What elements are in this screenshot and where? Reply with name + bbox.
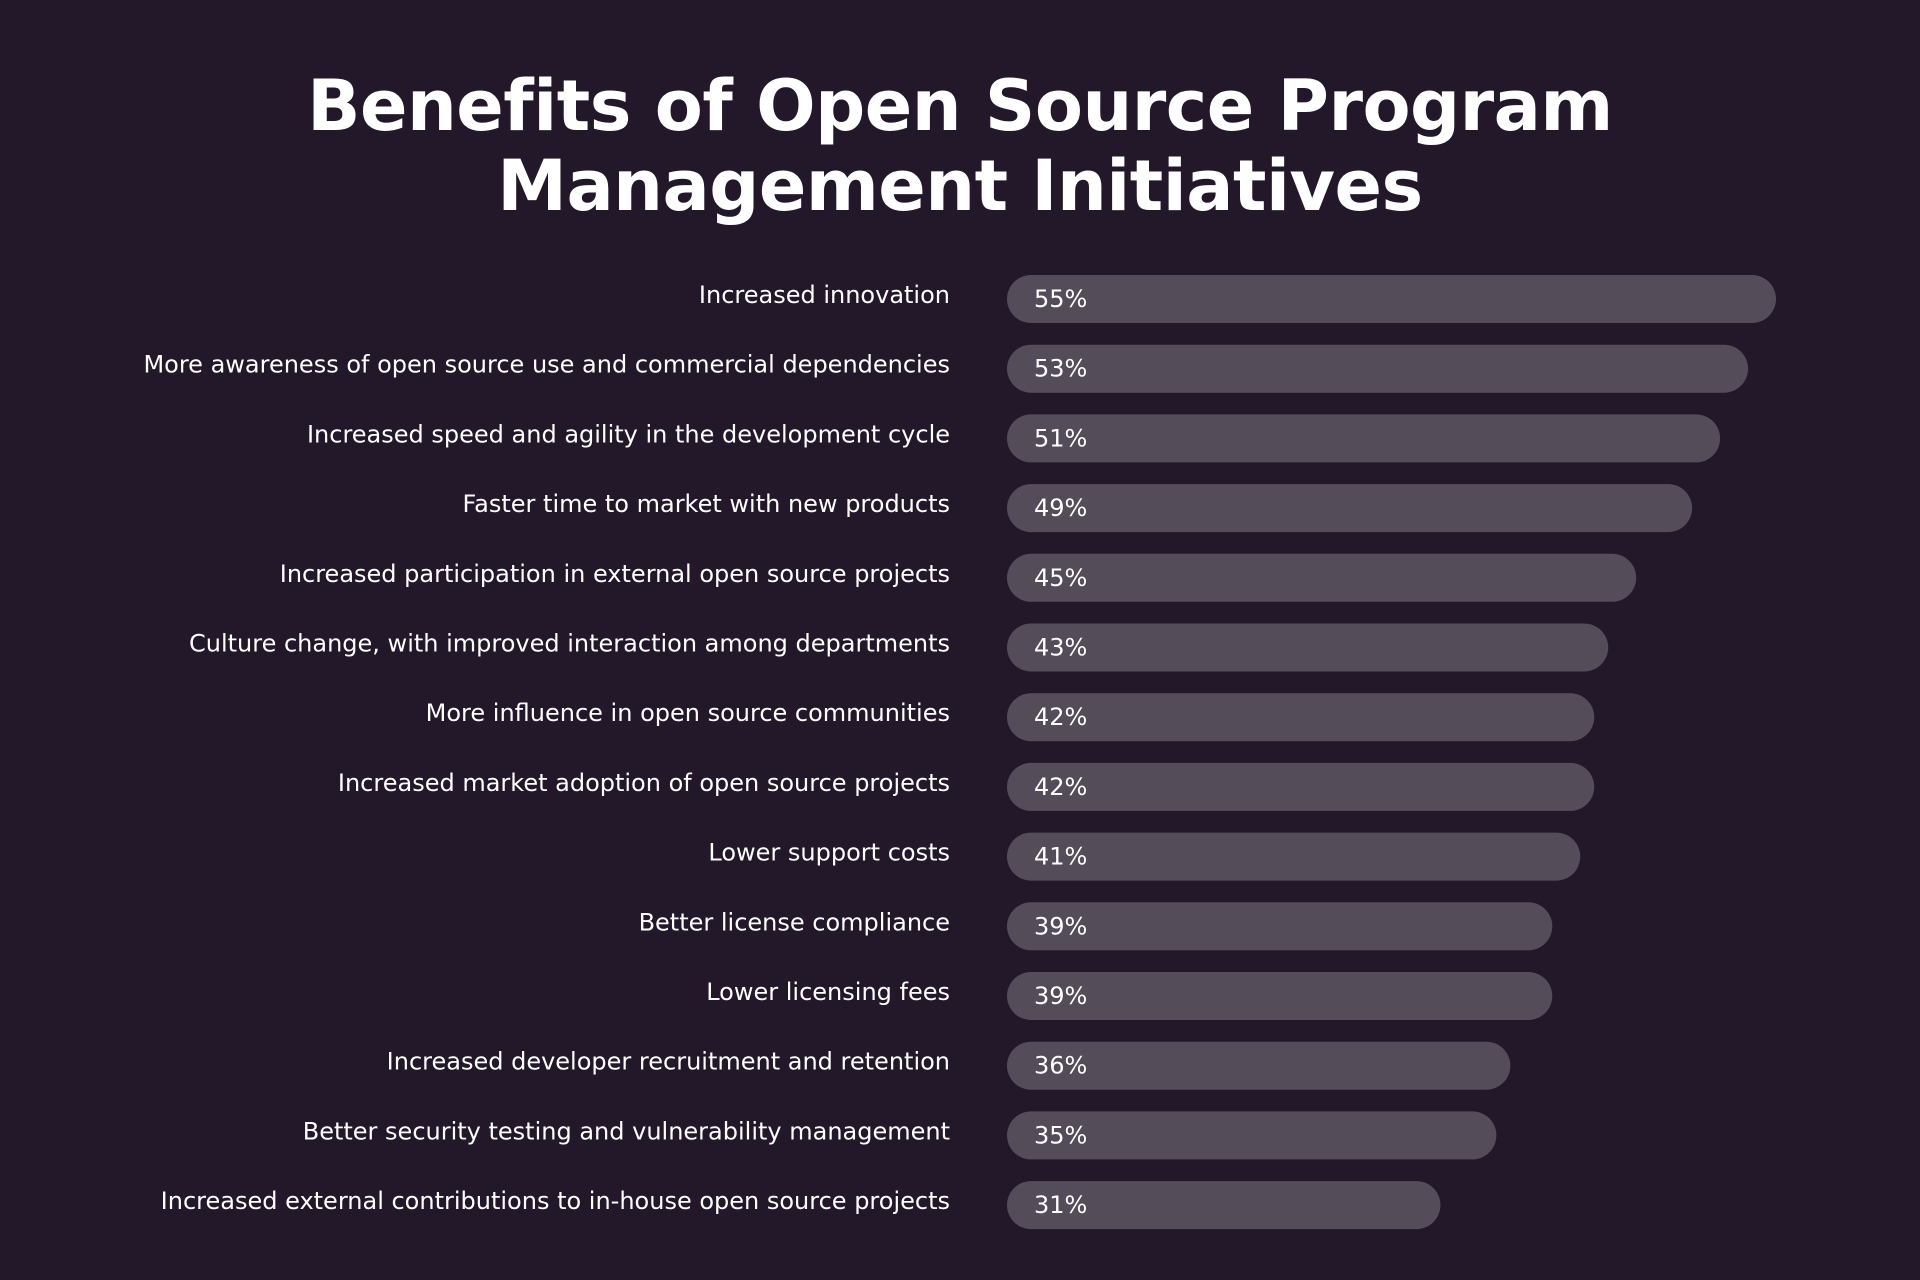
category-label-9: Lower support costs bbox=[708, 839, 950, 867]
category-label-5: Increased participation in external open… bbox=[280, 560, 950, 588]
value-label-12: 36% bbox=[1034, 1052, 1087, 1080]
value-label-13: 35% bbox=[1034, 1121, 1087, 1149]
category-label-4: Faster time to market with new products bbox=[463, 490, 950, 518]
bar-7 bbox=[1007, 693, 1595, 742]
bar-13 bbox=[1007, 1111, 1497, 1160]
chart-title-line-2: Management Initiatives bbox=[497, 145, 1423, 227]
value-label-3: 51% bbox=[1034, 424, 1087, 452]
bar-8 bbox=[1007, 762, 1595, 811]
chart-title: Benefits of Open Source Program Manageme… bbox=[0, 66, 1920, 226]
bar-1 bbox=[1007, 275, 1776, 323]
bar-9 bbox=[1007, 832, 1581, 881]
value-label-2: 53% bbox=[1034, 355, 1087, 383]
value-label-9: 41% bbox=[1034, 843, 1087, 871]
value-label-6: 43% bbox=[1034, 634, 1087, 662]
bar-14 bbox=[1007, 1181, 1441, 1230]
bar-11 bbox=[1007, 972, 1553, 1020]
category-label-14: Increased external contributions to in-h… bbox=[161, 1187, 950, 1215]
bar-10 bbox=[1007, 902, 1553, 951]
value-label-14: 31% bbox=[1034, 1191, 1087, 1219]
bar-12 bbox=[1007, 1041, 1511, 1090]
category-label-11: Lower licensing fees bbox=[706, 978, 950, 1006]
category-label-12: Increased developer recruitment and rete… bbox=[387, 1048, 950, 1076]
category-label-8: Increased market adoption of open source… bbox=[338, 769, 950, 797]
category-label-2: More awareness of open source use and co… bbox=[143, 351, 950, 379]
category-label-1: Increased innovation bbox=[699, 281, 950, 309]
category-label-6: Culture change, with improved interactio… bbox=[189, 630, 950, 658]
bar-3 bbox=[1007, 414, 1721, 463]
value-label-4: 49% bbox=[1034, 494, 1087, 522]
value-label-1: 55% bbox=[1034, 285, 1087, 313]
value-label-10: 39% bbox=[1034, 912, 1087, 940]
bar-5 bbox=[1007, 553, 1637, 602]
chart-title-line-1: Benefits of Open Source Program bbox=[307, 65, 1613, 147]
category-label-7: More influence in open source communitie… bbox=[426, 699, 950, 727]
category-label-13: Better security testing and vulnerabilit… bbox=[303, 1117, 950, 1145]
value-label-8: 42% bbox=[1034, 773, 1087, 801]
category-label-3: Increased speed and agility in the devel… bbox=[307, 420, 950, 448]
value-label-11: 39% bbox=[1034, 982, 1087, 1010]
bar-2 bbox=[1007, 344, 1749, 393]
bar-4 bbox=[1007, 484, 1693, 533]
value-label-5: 45% bbox=[1034, 564, 1087, 592]
bar-6 bbox=[1007, 623, 1609, 672]
category-label-10: Better license compliance bbox=[639, 908, 950, 936]
value-label-7: 42% bbox=[1034, 703, 1087, 731]
